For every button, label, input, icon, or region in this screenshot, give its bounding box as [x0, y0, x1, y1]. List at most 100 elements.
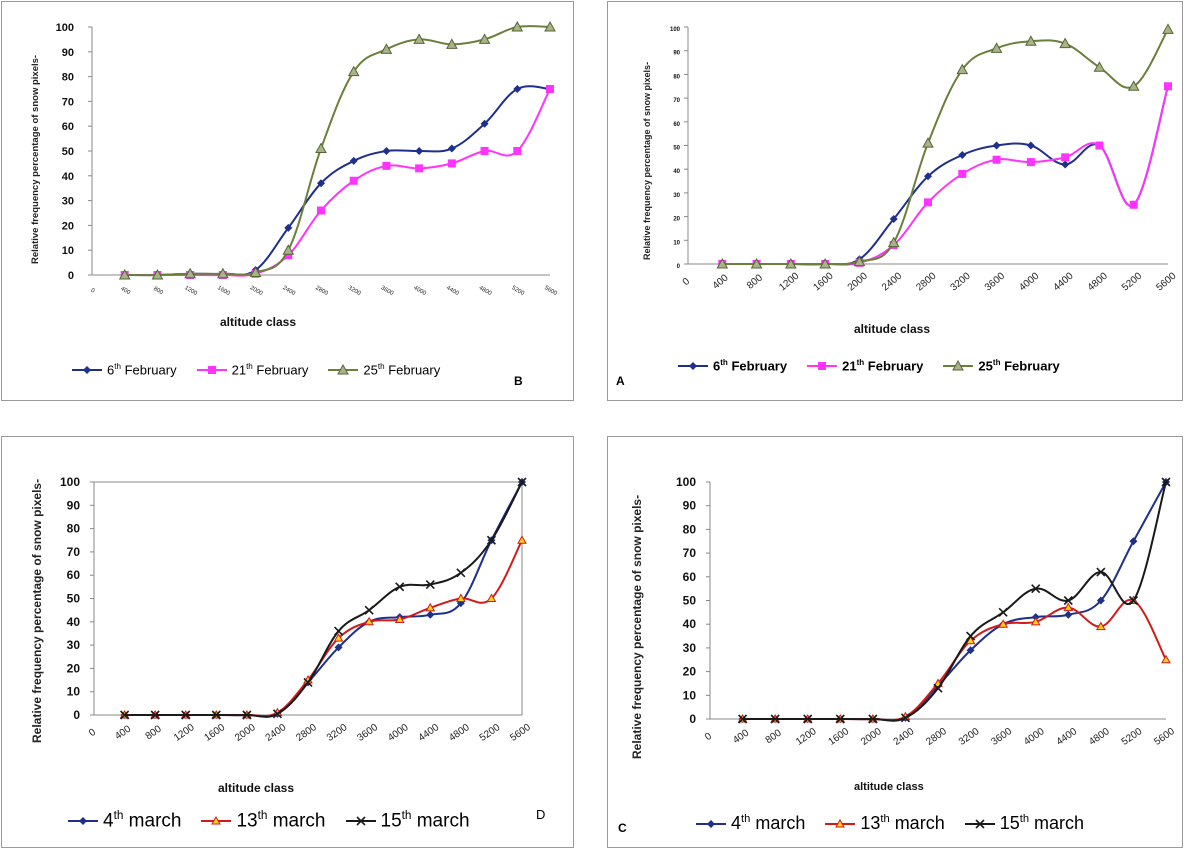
data-point — [181, 710, 191, 720]
x-tick-label: 4000 — [1017, 270, 1041, 293]
x-tick-label: 1600 — [203, 722, 228, 744]
data-point — [1031, 584, 1041, 594]
data-point — [249, 266, 262, 278]
chart-svg-a: 0 10 20 30 40 50 60 70 80 90 100 0 400 800 1200 1600 200… — [670, 23, 1179, 293]
x-tick-label: 4000 — [412, 285, 427, 297]
chart-svg-c: 0 10 20 30 40 50 60 70 80 90 100 0 400 800 1200 1600 200… — [676, 475, 1177, 748]
legend-label-3: 15th march — [380, 809, 470, 832]
y-tick-label: 30 — [673, 193, 680, 199]
legend-item-1: 6th February — [70, 362, 177, 377]
data-point — [966, 646, 975, 655]
y-tick-label: 30 — [67, 638, 81, 652]
data-point — [315, 142, 327, 154]
x-tick-label: 1600 — [216, 285, 231, 297]
y-tick-label: 80 — [62, 72, 74, 84]
series-line-3 — [124, 25, 551, 277]
y-tick-label: 60 — [62, 121, 74, 133]
x-axis-label-c: altitude class — [854, 781, 924, 793]
data-point — [513, 85, 522, 93]
x-tick-label: 400 — [711, 272, 731, 291]
x-tick-label: 800 — [745, 272, 765, 291]
x-tick-label: 4400 — [1051, 270, 1075, 293]
data-point — [347, 65, 360, 77]
data-point — [853, 255, 866, 267]
legend-label-2: 21th February — [842, 358, 924, 374]
data-point — [364, 605, 374, 615]
series-markers-2 — [718, 82, 1172, 268]
chart-panel-b: 0 10 20 30 40 50 60 70 80 90 100 0 400 800 1200 1600 200… — [1, 1, 574, 401]
data-point — [958, 169, 967, 178]
y-tick-label: 30 — [683, 641, 697, 655]
x-tick-label: 3600 — [355, 722, 380, 744]
y-tick-label: 90 — [683, 499, 697, 513]
series-markers-3 — [120, 477, 527, 720]
data-point — [415, 164, 424, 173]
x-tick-label: 4400 — [445, 285, 460, 297]
series-markers-1 — [718, 82, 1172, 268]
legend-item-2: 13th march — [199, 809, 326, 832]
data-point — [382, 161, 391, 170]
x-tick-label: 1200 — [183, 285, 198, 297]
y-tick-label: 10 — [683, 688, 697, 702]
x-tick-label: 2400 — [880, 270, 904, 293]
x-tick-label: 4800 — [478, 285, 493, 297]
legend-marker — [975, 818, 985, 829]
x-tick-label: 2800 — [914, 270, 938, 293]
legend-swatch-3 — [943, 359, 974, 371]
y-tick-label: 40 — [683, 617, 697, 631]
y-tick-label: 40 — [67, 615, 81, 629]
panel-label-c: C — [618, 821, 627, 835]
y-tick-label: 40 — [673, 169, 680, 175]
data-point — [738, 714, 748, 724]
x-tick-label: 5600 — [1152, 726, 1177, 748]
series-line-1 — [124, 85, 551, 277]
panel-label-b: B — [514, 374, 523, 388]
x-tick-label: 5600 — [508, 722, 533, 744]
x-tick-label: 4800 — [1087, 726, 1112, 748]
data-point — [413, 33, 425, 44]
legend-label-1: 4th march — [731, 813, 806, 833]
data-point — [819, 257, 831, 269]
legend-item-2: 21th February — [195, 362, 308, 377]
y-tick-label: 40 — [62, 171, 74, 183]
data-point — [364, 616, 375, 626]
x-tick-label: 2000 — [846, 270, 870, 293]
legend-label-2: 13th march — [860, 813, 945, 833]
data-point — [511, 20, 524, 32]
series-markers-1 — [120, 85, 554, 279]
legend-swatch-2 — [201, 815, 232, 825]
data-point — [1063, 595, 1073, 606]
data-point — [242, 710, 252, 720]
x-tick-label: 5200 — [478, 722, 503, 744]
x-tick-label: 3200 — [347, 285, 362, 297]
y-tick-label: 20 — [683, 665, 697, 679]
legend-swatch-3 — [328, 363, 359, 375]
legend-swatch-1 — [678, 361, 708, 370]
legend-swatch-1 — [68, 816, 98, 825]
x-tick-label: 0 — [90, 288, 96, 295]
legend-c: 4th march 13th march 15th march — [694, 813, 1102, 834]
legend-item-3: 25th February — [326, 362, 440, 377]
y-tick-label: 100 — [676, 475, 696, 489]
y-tick-label: 70 — [62, 96, 74, 108]
x-axis-label-a: altitude class — [854, 322, 931, 336]
series-line-2 — [722, 85, 1169, 266]
data-point — [395, 582, 405, 592]
x-tick-label: 3600 — [989, 726, 1014, 748]
x-tick-label: 800 — [152, 286, 164, 297]
data-point — [922, 137, 934, 148]
data-point — [965, 635, 976, 645]
data-point — [544, 20, 556, 32]
y-tick-label: 80 — [673, 74, 680, 80]
data-point — [1026, 158, 1035, 167]
legend-marker — [818, 361, 827, 370]
legend-marker — [707, 819, 715, 828]
x-axis-label-d: altitude class — [218, 781, 295, 795]
legend-marker — [83, 365, 91, 374]
y-tick-label: 0 — [677, 264, 681, 270]
y-tick-label: 10 — [67, 685, 81, 699]
data-point — [1025, 35, 1037, 46]
data-point — [217, 267, 229, 279]
data-point — [803, 714, 813, 724]
legend-item-3: 25th February — [941, 358, 1060, 373]
